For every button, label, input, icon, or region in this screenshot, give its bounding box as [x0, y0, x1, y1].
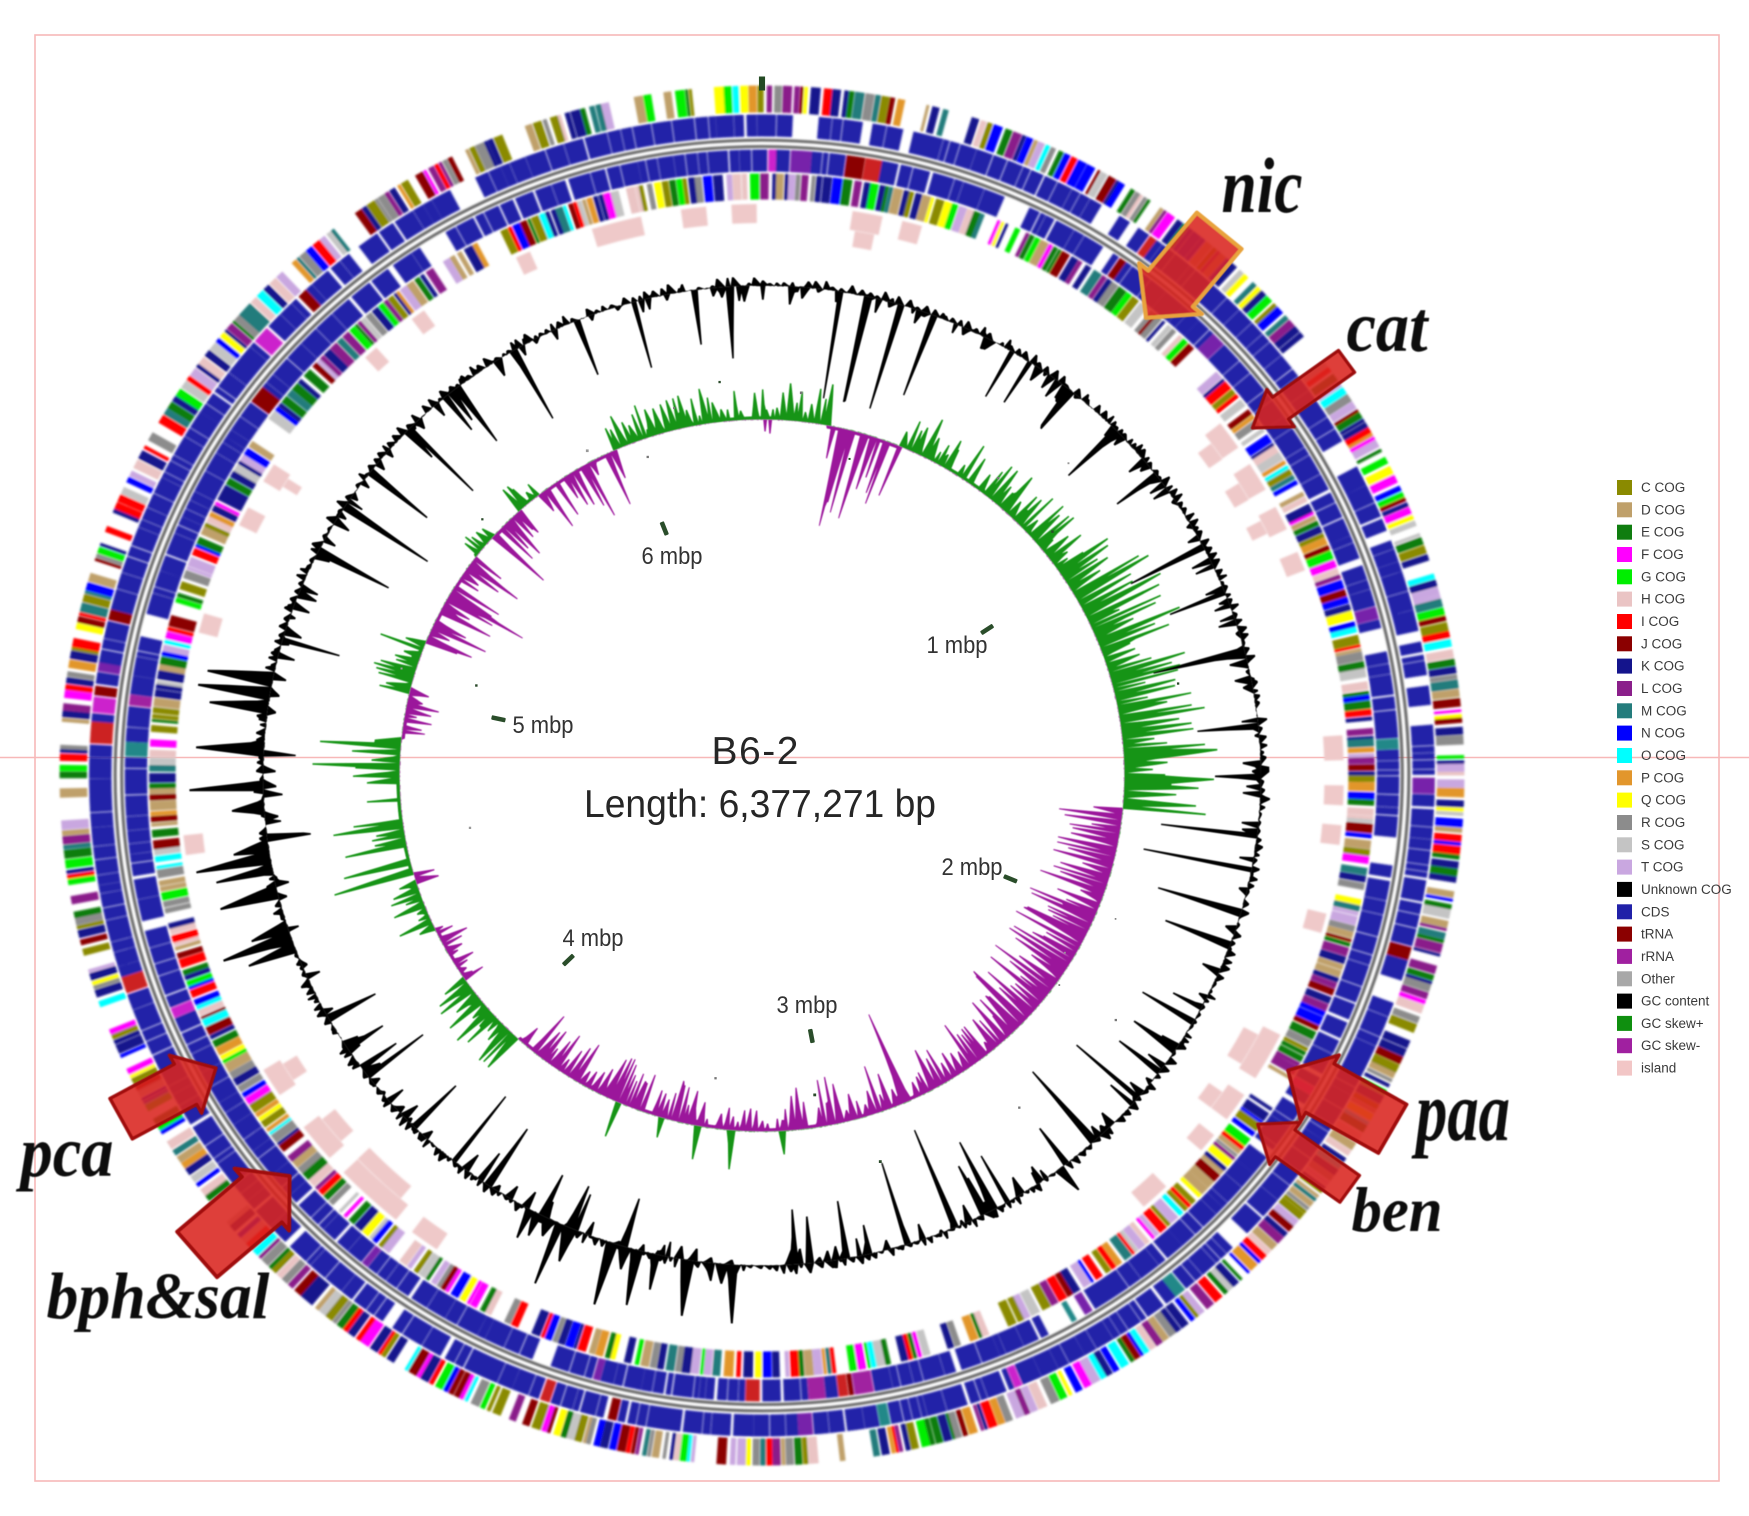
svg-text:S COG: S COG — [1641, 837, 1685, 852]
svg-text:paa: paa — [1411, 1063, 1510, 1159]
svg-text:bph&sal: bph&sal — [47, 1260, 271, 1333]
svg-text:rRNA: rRNA — [1641, 949, 1674, 964]
svg-text:G COG: G COG — [1641, 569, 1686, 584]
svg-text:J COG: J COG — [1641, 636, 1682, 651]
svg-text:L COG: L COG — [1641, 681, 1683, 696]
svg-text:CDS: CDS — [1641, 904, 1670, 919]
svg-text:D COG: D COG — [1641, 502, 1685, 517]
svg-text:ben: ben — [1352, 1174, 1443, 1245]
svg-text:nic: nic — [1222, 142, 1303, 229]
svg-text:GC skew+: GC skew+ — [1641, 1016, 1704, 1031]
svg-text:M COG: M COG — [1641, 703, 1687, 718]
svg-text:2 mbp: 2 mbp — [942, 854, 1003, 881]
svg-text:Q COG: Q COG — [1641, 793, 1686, 808]
svg-text:C COG: C COG — [1641, 480, 1685, 495]
svg-text:Length: 6,377,271 bp: Length: 6,377,271 bp — [584, 783, 936, 826]
svg-text:F COG: F COG — [1641, 547, 1684, 562]
svg-text:5 mbp: 5 mbp — [513, 712, 574, 739]
svg-text:H COG: H COG — [1641, 592, 1685, 607]
svg-text:K COG: K COG — [1641, 659, 1685, 674]
svg-text:Unknown COG: Unknown COG — [1641, 882, 1732, 897]
svg-text:pca: pca — [15, 1112, 113, 1192]
svg-text:R COG: R COG — [1641, 815, 1685, 830]
svg-text:GC skew-: GC skew- — [1641, 1038, 1700, 1053]
svg-text:Other: Other — [1641, 971, 1675, 986]
svg-text:cat: cat — [1347, 287, 1430, 367]
svg-text:P COG: P COG — [1641, 770, 1684, 785]
svg-text:B6-2: B6-2 — [712, 730, 799, 773]
svg-text:T COG: T COG — [1641, 860, 1684, 875]
svg-text:I COG: I COG — [1641, 614, 1679, 629]
svg-text:4 mbp: 4 mbp — [563, 925, 624, 952]
svg-text:GC content: GC content — [1641, 994, 1710, 1009]
svg-text:N COG: N COG — [1641, 726, 1685, 741]
svg-text:6 mbp: 6 mbp — [642, 543, 703, 570]
svg-text:3 mbp: 3 mbp — [777, 992, 838, 1019]
svg-text:E COG: E COG — [1641, 525, 1685, 540]
svg-text:island: island — [1641, 1061, 1676, 1076]
svg-text:tRNA: tRNA — [1641, 927, 1673, 942]
svg-text:O COG: O COG — [1641, 748, 1686, 763]
svg-text:1 mbp: 1 mbp — [927, 632, 988, 659]
